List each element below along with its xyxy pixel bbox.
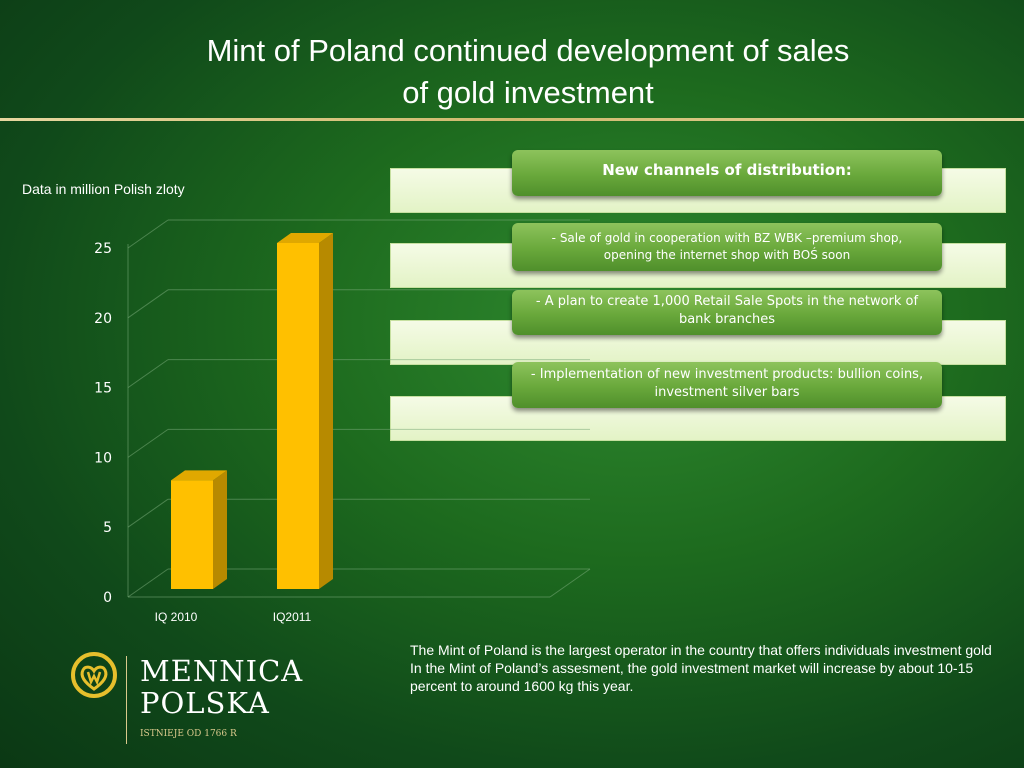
x-tick-label: IQ 2010 [155,610,198,624]
gridline-diagonal [127,359,169,389]
gridline-diagonal [127,568,169,598]
gridline-diagonal [127,289,169,319]
bar-top [171,470,227,481]
bar-top [277,233,333,243]
y-tick-label: 0 [103,590,112,606]
channels-header: New channels of distribution: [512,150,942,196]
bar [277,243,319,589]
brand-name-line-2: POLSKA [140,686,270,720]
y-tick-label: 15 [94,381,112,397]
gridline-diagonal [127,498,169,528]
x-tick-label: IQ2011 [273,610,312,624]
data-unit-note: Data in million Polish zloty [22,181,185,197]
gridline-diagonal [127,428,169,458]
title-divider [0,118,1024,121]
channel-item-3: - Implementation of new investment produ… [512,362,942,408]
mint-emblem-icon [71,652,117,698]
floor-edge-line [549,568,591,598]
summary-paragraph: The Mint of Poland is the largest operat… [410,642,992,694]
title-line-1: Mint of Poland continued development of … [206,33,850,68]
established-year: ISTNIEJE OD 1766 R [140,729,237,739]
brand-name-line-1: MENNICA [140,654,304,688]
bar-side [213,470,227,589]
channel-item-1: - Sale of gold in cooperation with BZ WB… [512,223,942,271]
channel-item-2: - A plan to create 1,000 Retail Sale Spo… [512,290,942,335]
slide-title: Mint of Poland continued development of … [100,30,956,114]
bar [171,480,213,589]
gridline-diagonal [127,219,169,249]
y-tick-label: 5 [103,520,112,536]
y-tick-label: 25 [94,241,112,257]
title-line-2: of gold investment [402,75,654,110]
y-tick-label: 10 [94,450,112,466]
logo-divider [126,656,127,744]
bar-side [319,233,333,589]
y-tick-label: 20 [94,311,112,327]
